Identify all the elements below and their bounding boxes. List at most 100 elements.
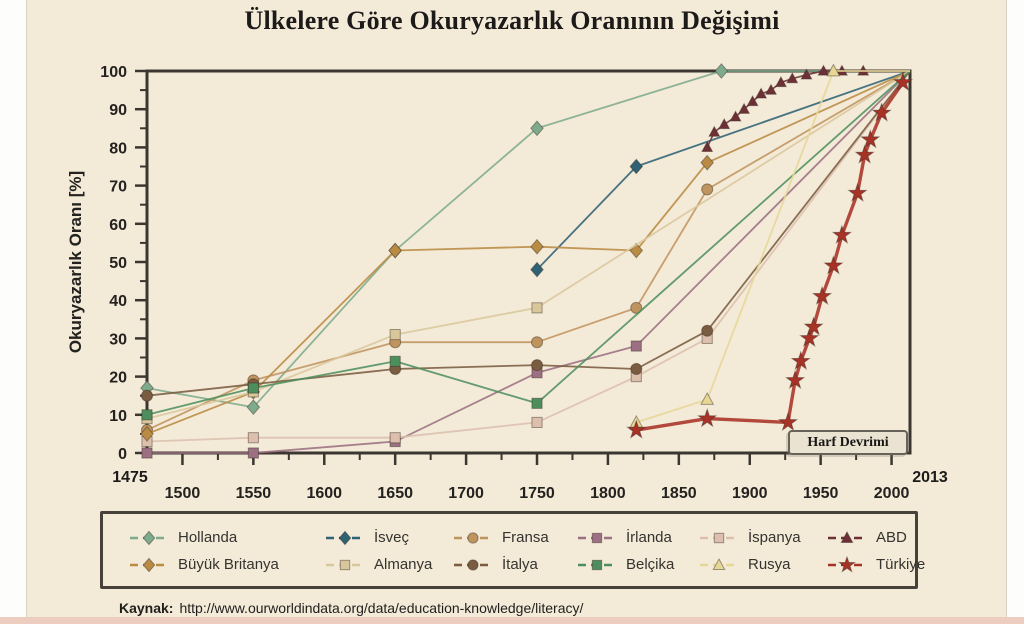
x-tick-label: 1650 — [377, 485, 413, 502]
circle-legend-marker-icon — [454, 531, 492, 544]
x-tick-label: 1500 — [165, 485, 201, 502]
star-marker-icon — [837, 555, 857, 573]
legend-item-i-spanya: İspanya — [699, 529, 827, 547]
photo-margin-right — [1006, 0, 1024, 624]
x-tick-label: 1750 — [519, 485, 555, 502]
diamond-legend-marker-icon — [130, 530, 168, 545]
series-line — [536, 70, 911, 271]
triangle-marker-icon — [746, 95, 759, 107]
diamond-legend-marker-icon — [130, 557, 168, 572]
photo-edge-strip — [0, 617, 1024, 624]
x-axis-end-label: 2013 — [912, 469, 948, 486]
star-marker-icon — [854, 144, 875, 164]
diamond-marker-icon — [714, 63, 729, 79]
triangle-marker-icon — [718, 117, 731, 130]
triangle-marker-icon — [755, 87, 768, 99]
legend-item-i-rlanda: İrlanda — [577, 529, 699, 547]
star-legend-marker-icon — [828, 555, 866, 573]
plot-frame — [145, 69, 912, 455]
legend-label: İtalya — [502, 556, 538, 573]
square-marker-icon — [531, 302, 543, 314]
source-label: Kaynak: — [119, 600, 174, 616]
square-marker-icon — [247, 432, 259, 444]
circle-marker-icon — [467, 531, 479, 544]
star-marker-icon — [696, 407, 718, 428]
legend-label: Büyük Britanya — [178, 556, 279, 573]
star-marker-icon — [803, 316, 824, 336]
square-marker-icon — [339, 559, 351, 570]
diamond-marker-icon — [388, 242, 403, 259]
series-Türkiye — [625, 71, 914, 439]
square-marker-icon — [591, 559, 603, 570]
x-tick-label: 1550 — [236, 485, 272, 502]
circle-marker-icon — [467, 558, 479, 571]
photo-margin-left — [0, 0, 27, 624]
square-marker-icon — [389, 355, 401, 367]
square-legend-marker-icon — [700, 532, 738, 543]
x-tick-label: 1700 — [448, 485, 484, 502]
diamond-marker-icon — [142, 557, 156, 572]
series-line — [147, 70, 911, 454]
y-tick-label: 0 — [118, 446, 127, 463]
circle-marker-icon — [530, 336, 544, 349]
chart-title: Ülkelere Göre Okuryazarlık Oranının Deği… — [244, 6, 780, 35]
square-legend-marker-icon — [578, 559, 616, 570]
legend-item-t-rkiye: Türkiye — [827, 555, 926, 574]
y-tick-label: 30 — [109, 331, 127, 348]
triangle-marker-icon — [712, 557, 726, 570]
legend-item-i-sve-: İsveç — [325, 529, 453, 547]
triangle-marker-icon — [840, 530, 854, 543]
x-tick-label: 1850 — [661, 485, 697, 502]
diamond-marker-icon — [142, 530, 156, 545]
circle-legend-marker-icon — [454, 558, 492, 571]
star-marker-icon — [871, 102, 892, 122]
square-marker-icon — [389, 432, 401, 444]
series-line — [146, 70, 910, 409]
legend-label: İrlanda — [626, 529, 672, 546]
triangle-marker-icon — [729, 110, 742, 122]
series-line — [146, 70, 911, 397]
legend-label: ABD — [876, 529, 907, 546]
legend-item-rusya: Rusya — [699, 556, 827, 574]
triangle-legend-marker-icon — [700, 557, 738, 570]
legend: Hollanda İsveç Fransa İrlanda İspanya ABD Büyü… — [100, 511, 925, 589]
star-marker-icon — [831, 224, 853, 244]
legend-item-abd: ABD — [827, 529, 925, 547]
legend-item-almanya: Almanya — [325, 556, 453, 574]
x-tick-label: 1600 — [306, 485, 342, 502]
legend-label: Türkiye — [876, 556, 926, 573]
legend-item-b-y-k-britanya: Büyük Britanya — [129, 556, 325, 574]
series-line — [636, 70, 910, 424]
diamond-marker-icon — [700, 154, 715, 171]
y-tick-label: 70 — [109, 179, 127, 196]
circle-marker-icon — [530, 359, 544, 372]
x-tick-label: 2000 — [874, 485, 910, 502]
star-marker-icon — [790, 350, 811, 371]
legend-item-hollanda: Hollanda — [129, 529, 325, 547]
star-marker-icon — [860, 129, 881, 149]
circle-marker-icon — [630, 362, 643, 375]
y-tick-label: 10 — [109, 408, 127, 425]
source-line: Kaynak: http://www.ourworldindata.org/dat… — [119, 600, 583, 616]
legend-label: Fransa — [502, 529, 549, 546]
triangle-marker-icon — [708, 125, 721, 137]
square-marker-icon — [531, 397, 543, 409]
triangle-marker-icon — [700, 391, 715, 405]
diamond-marker-icon — [530, 120, 544, 137]
circle-marker-icon — [701, 324, 714, 337]
square-marker-icon — [141, 447, 153, 459]
diamond-marker-icon — [530, 261, 544, 278]
square-marker-icon — [389, 329, 401, 341]
circle-marker-icon — [140, 389, 154, 402]
diamond-marker-icon — [530, 238, 544, 255]
source-url[interactable]: http://www.ourworldindata.org/data/educa… — [179, 600, 584, 616]
star-marker-icon — [892, 71, 914, 92]
star-marker-icon — [823, 255, 844, 275]
series-ABD — [701, 64, 910, 153]
square-marker-icon — [630, 340, 642, 352]
annotation-text: Harf Devrimi — [807, 434, 889, 450]
triangle-marker-icon — [826, 63, 841, 77]
triangle-legend-marker-icon — [828, 530, 866, 543]
y-tick-label: 90 — [109, 102, 127, 119]
